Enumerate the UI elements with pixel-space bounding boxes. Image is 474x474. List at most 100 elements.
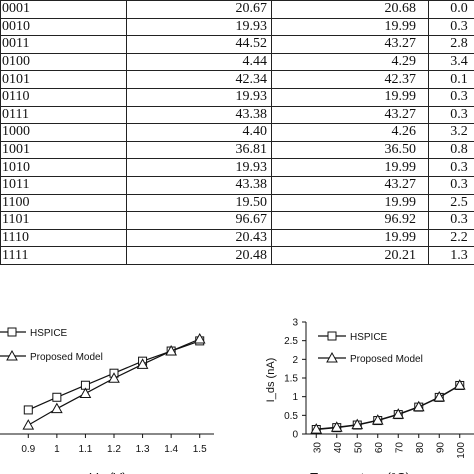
- table-row: 0111 43.38 43.27 0.3: [0, 105, 474, 125]
- legend-label: HSPICE: [350, 332, 388, 343]
- data-point: [108, 372, 120, 383]
- x-tick-label: 1: [54, 444, 60, 455]
- x-tick-label: 40: [333, 442, 344, 454]
- table-cell: 19.99: [271, 87, 429, 107]
- table-row: 1100 19.50 19.99 2.5: [0, 193, 474, 213]
- table-cell: 1001: [0, 140, 127, 160]
- table-cell: 4.44: [126, 52, 272, 72]
- table-cell: 0010: [0, 17, 127, 37]
- data-point: [193, 332, 206, 344]
- x-axis-label: V_ (V): [90, 470, 127, 474]
- table-cell: 96.92: [271, 211, 429, 230]
- table-cell: 0011: [0, 35, 127, 54]
- table-row: 1000 4.40 4.26 3.2: [0, 123, 474, 142]
- data-point: [371, 414, 384, 425]
- table-cell: 20.43: [126, 228, 272, 248]
- x-tick-label: 80: [415, 442, 426, 454]
- table-row: 1001 36.81 36.50 0.8: [0, 140, 474, 160]
- chart-right: 0 0.5 1 1.5 2 2.5 3 30 40 50 60 70 80 90 100 I_ds (nA) H…: [265, 318, 474, 474]
- table-cell: 43.27: [271, 35, 429, 54]
- table-cell: 0.0: [428, 0, 474, 19]
- legend-marker: [6, 349, 18, 361]
- table-cell: 20.21: [271, 246, 429, 265]
- table-cell: 43.27: [271, 105, 429, 125]
- data-point: [22, 419, 35, 430]
- table-cell: 0.3: [428, 211, 474, 230]
- table-cell: 4.29: [271, 52, 429, 72]
- legend-marker: [7, 327, 17, 337]
- y-tick-label: 0.5: [284, 411, 298, 422]
- y-tick-label: 2.5: [284, 336, 298, 347]
- table-row: 1110 20.43 19.99 2.2: [0, 228, 474, 248]
- table-cell: 0101: [0, 70, 127, 89]
- table-cell: 1111: [0, 246, 127, 265]
- charts-area: 0.9 1 1.1 1.2 1.3 1.4 1.5 HSPICE Proposed Model V…: [0, 300, 474, 474]
- x-tick-label: 1.1: [78, 444, 92, 455]
- table-cell: 1010: [0, 158, 127, 177]
- table-cell: 0.3: [428, 105, 474, 125]
- table-cell: 0.3: [428, 175, 474, 195]
- data-point: [351, 418, 364, 430]
- x-tick-label: 1.5: [193, 444, 207, 455]
- table-cell: 19.99: [271, 193, 429, 213]
- y-tick-label: 0: [292, 430, 298, 441]
- x-tick-label: 60: [374, 442, 385, 454]
- table-row: 0100 4.44 4.29 3.4: [0, 52, 474, 72]
- table-cell: 19.99: [271, 158, 429, 177]
- table-cell: 1110: [0, 228, 127, 248]
- legend-label: Proposed Model: [350, 354, 423, 365]
- table-cell: 4.40: [126, 123, 272, 142]
- table-row: 1011 43.38 43.27 0.3: [0, 175, 474, 195]
- table-cell: 43.27: [271, 175, 429, 195]
- table-cell: 19.99: [271, 228, 429, 248]
- table-cell: 1100: [0, 193, 127, 213]
- y-tick-label: 2: [292, 355, 298, 366]
- table-cell: 19.50: [126, 193, 272, 213]
- y-axis-label: I_ds (nA): [265, 358, 277, 403]
- y-tick-label: 1.5: [284, 374, 298, 385]
- series-line-1: [316, 384, 461, 430]
- table-cell: 2.5: [428, 193, 474, 213]
- data-point: [52, 392, 62, 402]
- table-row: 0010 19.93 19.99 0.3: [0, 17, 474, 37]
- table-cell: 1.3: [428, 246, 474, 265]
- data-point: [453, 379, 466, 390]
- table-cell: 1101: [0, 211, 127, 230]
- table-cell: 0100: [0, 52, 127, 72]
- x-tick-label: 0.9: [21, 444, 35, 455]
- table-cell: 0.8: [428, 140, 474, 160]
- table-cell: 96.67: [126, 211, 272, 230]
- data-point: [23, 405, 33, 415]
- x-tick-label: 1.3: [136, 444, 150, 455]
- table-cell: 19.93: [126, 17, 272, 37]
- results-table-wrap: 0001 20.67 20.68 0.0 0010 19.93 19.99 0.3 0011 44…: [0, 0, 474, 265]
- data-point: [165, 345, 177, 356]
- x-tick-label: 100: [456, 442, 467, 459]
- table-cell: 0.3: [428, 158, 474, 177]
- data-point: [330, 421, 343, 432]
- table-cell: 3.4: [428, 52, 474, 72]
- legend-label: Proposed Model: [30, 352, 103, 363]
- table-cell: 43.38: [126, 105, 272, 125]
- table-row: 0110 19.93 19.99 0.3: [0, 87, 474, 107]
- table-cell: 36.81: [126, 140, 272, 160]
- x-tick-label: 70: [394, 442, 405, 454]
- table-cell: 0001: [0, 0, 127, 19]
- table-row: 1010 19.93 19.99 0.3: [0, 158, 474, 177]
- x-tick-label: 90: [435, 442, 446, 454]
- table-cell: 0.3: [428, 17, 474, 37]
- chart-left: 0.9 1 1.1 1.2 1.3 1.4 1.5 HSPICE Proposed Model V…: [0, 327, 214, 474]
- table-cell: 36.50: [271, 140, 429, 160]
- y-tick-label: 1: [292, 392, 298, 403]
- table-cell: 1000: [0, 123, 127, 142]
- table-cell: 20.68: [271, 0, 429, 19]
- data-point: [412, 400, 425, 412]
- table-cell: 2.2: [428, 228, 474, 248]
- data-point: [433, 391, 446, 402]
- table-row: 0001 20.67 20.68 0.0: [0, 0, 474, 19]
- table-row: 0101 42.34 42.37 0.1: [0, 70, 474, 89]
- data-point: [392, 408, 405, 419]
- table-row: 0011 44.52 43.27 2.8: [0, 35, 474, 54]
- table-cell: 42.34: [126, 70, 272, 89]
- x-tick-label: 1.2: [107, 444, 121, 455]
